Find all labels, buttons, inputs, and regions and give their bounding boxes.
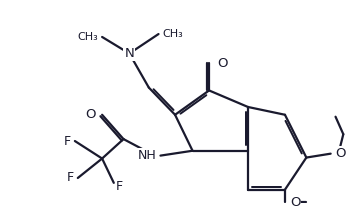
Text: F: F	[116, 180, 123, 193]
Text: F: F	[64, 135, 71, 148]
Text: O: O	[217, 57, 227, 70]
Text: CH₃: CH₃	[78, 32, 98, 42]
Text: O: O	[336, 147, 346, 160]
Text: NH: NH	[138, 149, 156, 162]
Text: CH₃: CH₃	[162, 29, 183, 39]
Text: O: O	[290, 196, 300, 209]
Text: F: F	[67, 171, 74, 185]
Text: N: N	[125, 47, 134, 60]
Text: O: O	[85, 108, 95, 121]
